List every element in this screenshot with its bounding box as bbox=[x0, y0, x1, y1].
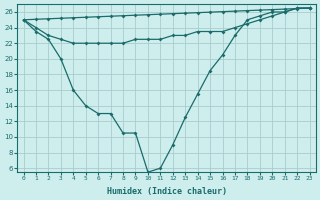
X-axis label: Humidex (Indice chaleur): Humidex (Indice chaleur) bbox=[107, 187, 227, 196]
